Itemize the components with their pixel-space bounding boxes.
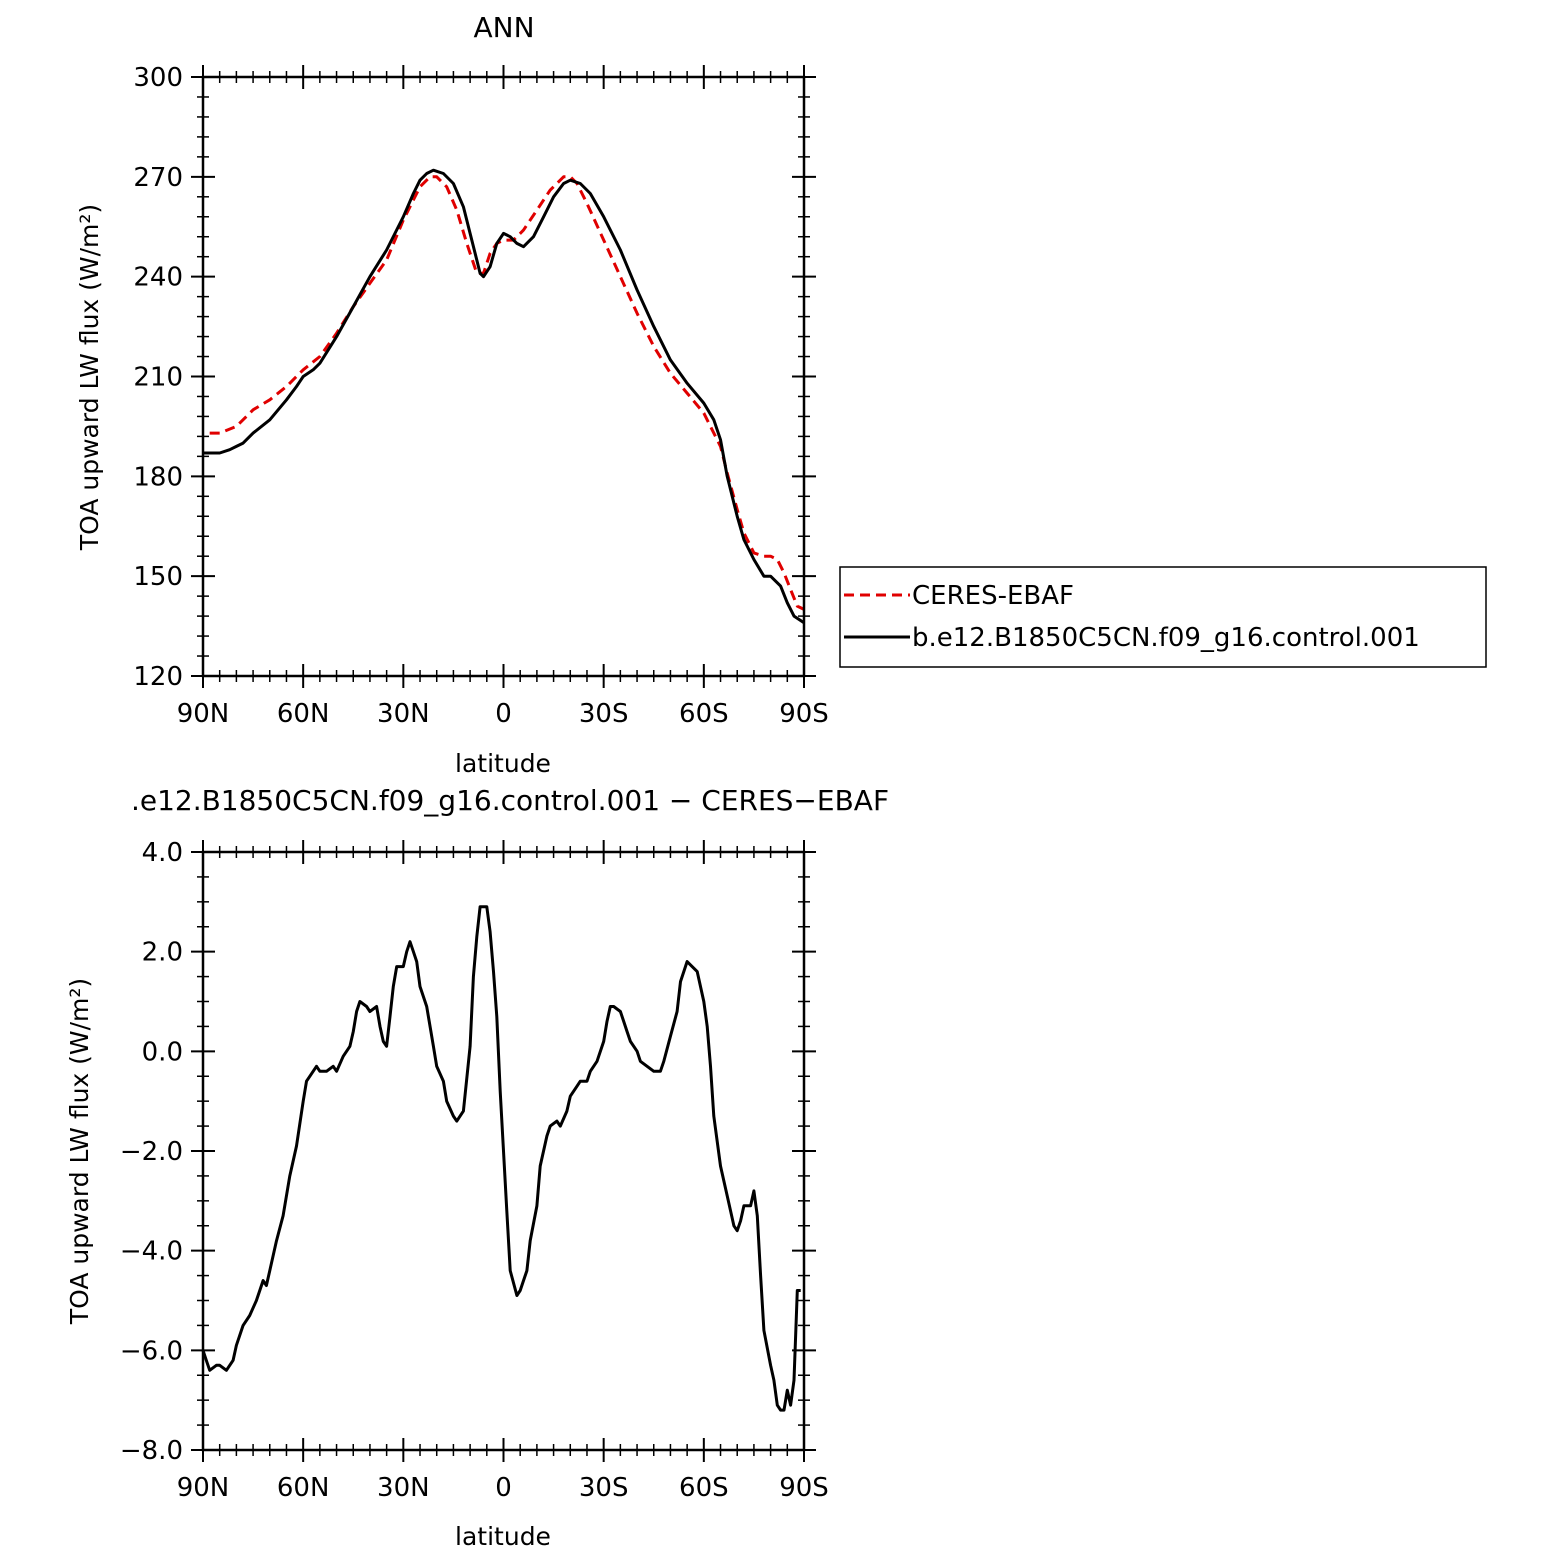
top-x-tick-label: 90N (177, 699, 230, 729)
top-y-tick-label: 210 (133, 363, 183, 393)
top-panel: ANN 120 150 180 210 240 270 300 90N 60N 30N 0 30S 6… (75, 11, 1487, 778)
top-x-tick-label: 60S (679, 699, 729, 729)
bottom-y-tick-label: 2.0 (142, 938, 183, 968)
top-x-tick-label: 90S (779, 699, 829, 729)
top-x-axis: 90N 60N 30N 0 30S 60S 90S (177, 65, 829, 729)
top-chart-title: ANN (473, 11, 534, 44)
bottom-x-tick-label: 60N (277, 1473, 330, 1503)
bottom-y-axis: 4.0 2.0 0.0 −2.0 −4.0 −6.0 −8.0 (120, 838, 816, 1466)
bottom-y-tick-label: −6.0 (120, 1336, 183, 1366)
top-x-tick-label: 30N (377, 699, 430, 729)
bottom-x-tick-label: 30S (579, 1473, 629, 1503)
bottom-plot-area (201, 905, 801, 1412)
top-y-axis: 120 150 180 210 240 270 300 (133, 63, 816, 692)
top-x-tick-label: 0 (495, 699, 512, 729)
bottom-x-axis-label: latitude (455, 1522, 551, 1551)
top-series-line-b-e12-b1850c5cn-f09-g16-control-001 (203, 168, 805, 625)
legend-label-ceres: CERES-EBAF (912, 581, 1074, 611)
bottom-x-tick-label: 90N (177, 1473, 230, 1503)
top-plot-frame (201, 75, 806, 678)
bottom-series-line-0 (201, 905, 801, 1412)
bottom-y-tick-label: −8.0 (120, 1436, 183, 1466)
top-series-line-ceres-ebaf (209, 175, 805, 611)
legend-box (839, 566, 1487, 668)
legend: CERES-EBAF b.e12.B1850C5CN.f09_g16.contr… (839, 566, 1487, 668)
top-y-tick-label: 300 (133, 63, 183, 93)
top-y-tick-label: 150 (133, 562, 183, 592)
legend-label-model: b.e12.B1850C5CN.f09_g16.control.001 (912, 623, 1420, 653)
top-y-tick-label: 180 (133, 462, 183, 492)
bottom-chart-title: .e12.B1850C5CN.f09_g16.control.001 − CER… (131, 784, 889, 817)
bottom-y-axis-label: TOA upward LW flux (W/m²) (65, 978, 94, 1325)
bottom-y-tick-label: 4.0 (142, 838, 183, 868)
bottom-y-tick-label: 0.0 (142, 1037, 183, 1067)
bottom-x-tick-label: 90S (779, 1473, 829, 1503)
top-y-tick-label: 240 (133, 263, 183, 293)
top-x-tick-label: 30S (579, 699, 629, 729)
bottom-y-tick-label: −2.0 (120, 1137, 183, 1167)
bottom-y-tick-label: −4.0 (120, 1237, 183, 1267)
top-plot-area (203, 168, 805, 625)
bottom-x-tick-label: 30N (377, 1473, 430, 1503)
bottom-x-axis: 90N 60N 30N 0 30S 60S 90S (177, 840, 829, 1503)
top-y-axis-label: TOA upward LW flux (W/m²) (75, 204, 104, 551)
top-x-tick-label: 60N (277, 699, 330, 729)
bottom-panel: .e12.B1850C5CN.f09_g16.control.001 − CER… (65, 784, 889, 1551)
bottom-x-tick-label: 60S (679, 1473, 729, 1503)
bottom-plot-frame (201, 850, 806, 1452)
top-x-axis-label: latitude (455, 749, 551, 778)
bottom-x-tick-label: 0 (495, 1473, 512, 1503)
top-y-tick-label: 270 (133, 163, 183, 193)
top-y-tick-label: 120 (133, 662, 183, 692)
